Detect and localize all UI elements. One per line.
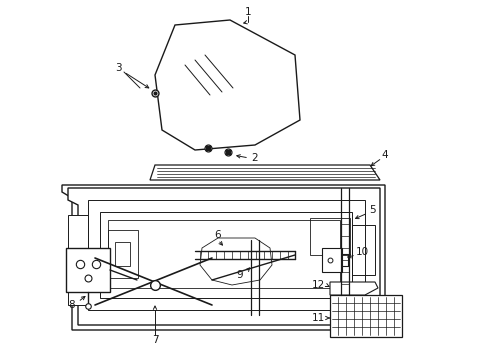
Polygon shape	[150, 165, 380, 180]
Text: 5: 5	[368, 205, 375, 215]
Text: 4: 4	[382, 150, 388, 160]
Polygon shape	[62, 185, 385, 330]
Text: 8: 8	[69, 300, 75, 310]
Polygon shape	[68, 188, 380, 325]
Text: 9: 9	[237, 270, 244, 280]
Text: 11: 11	[311, 313, 325, 323]
Polygon shape	[68, 215, 88, 252]
Text: 3: 3	[115, 63, 122, 73]
Text: 1: 1	[245, 7, 251, 17]
FancyBboxPatch shape	[330, 295, 402, 337]
Polygon shape	[330, 282, 378, 295]
FancyBboxPatch shape	[322, 248, 342, 272]
Text: 10: 10	[355, 247, 368, 257]
Text: 6: 6	[215, 230, 221, 240]
Text: 2: 2	[252, 153, 258, 163]
Text: 7: 7	[152, 335, 158, 345]
Polygon shape	[68, 268, 88, 305]
FancyBboxPatch shape	[66, 248, 110, 292]
Text: 12: 12	[311, 280, 325, 290]
